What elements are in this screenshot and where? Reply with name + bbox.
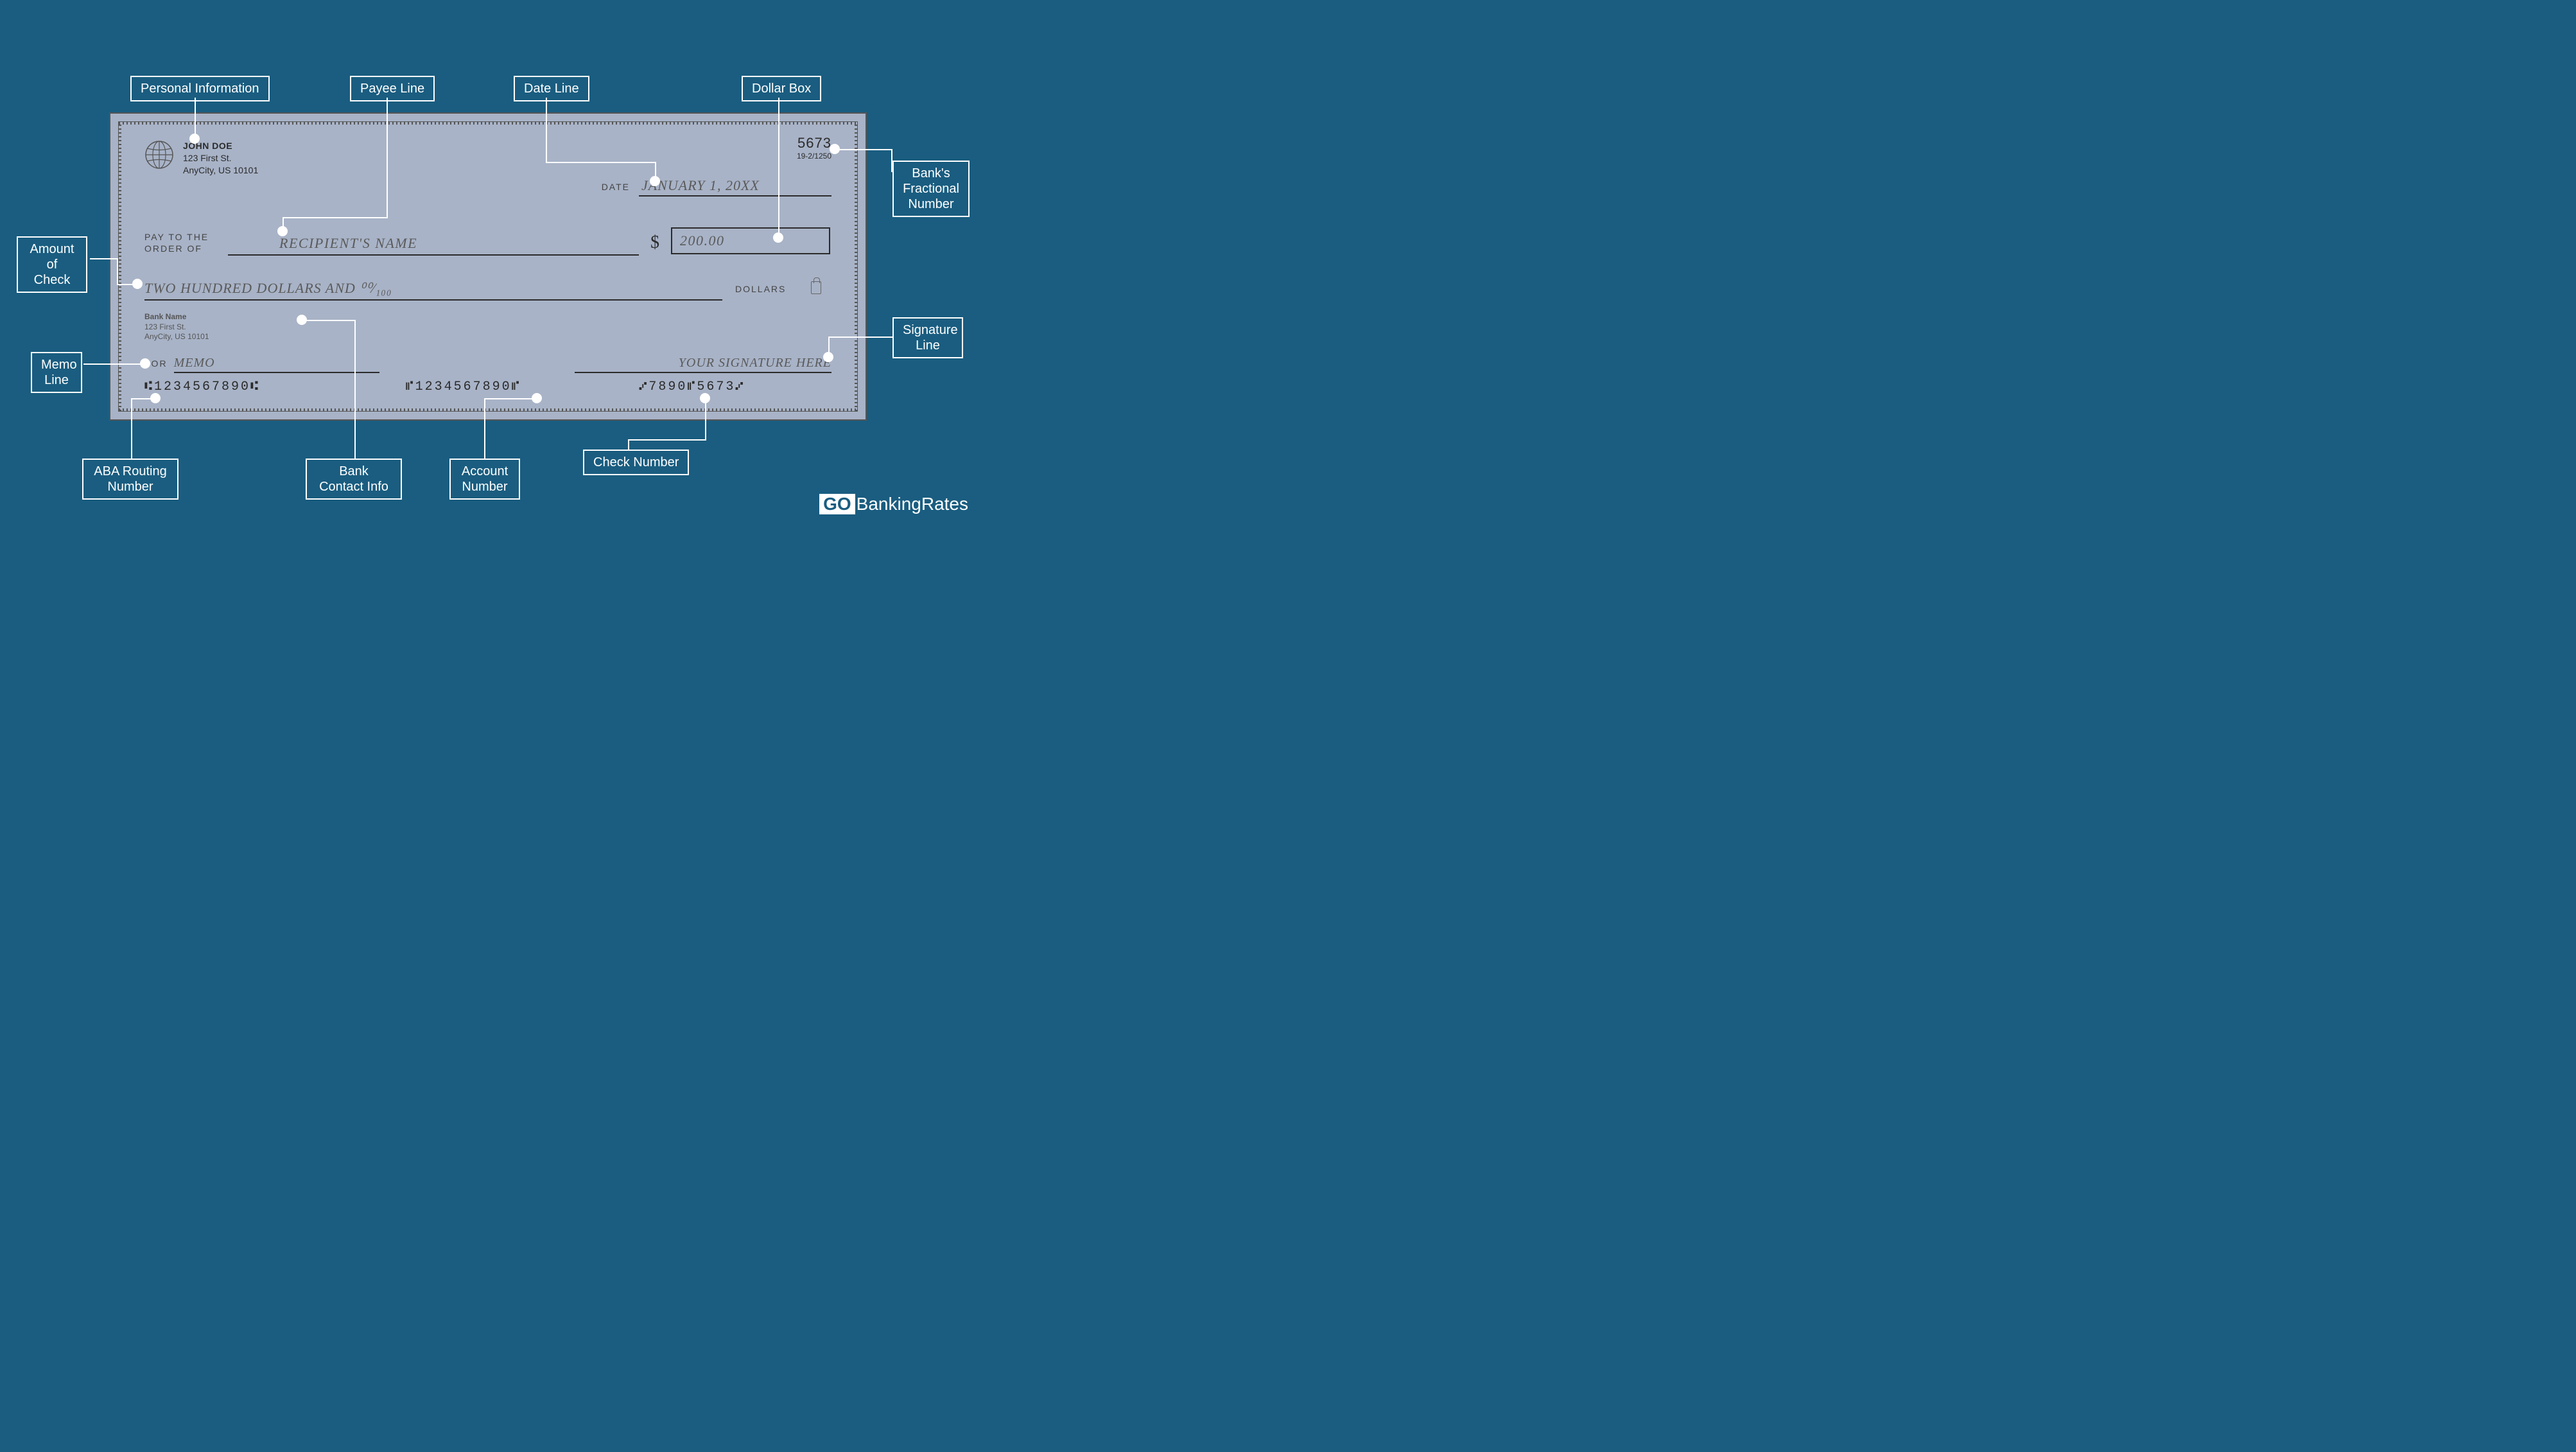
personal-info: JOHN DOE 123 First St. AnyCity, US 10101: [183, 140, 258, 177]
connector: [628, 439, 705, 441]
amount-numeric: 200.00: [671, 227, 830, 254]
connector-dot: [700, 393, 710, 403]
brand-go: GO: [819, 494, 855, 514]
connector-dot: [132, 279, 143, 289]
connector: [628, 439, 629, 450]
connector-dot: [189, 134, 200, 144]
pay-to-label: PAY TO THE ORDER OF: [144, 231, 209, 254]
callout-date-line: Date Line: [514, 76, 589, 101]
bank-city: AnyCity, US 10101: [144, 332, 209, 342]
account-holder-city: AnyCity, US 10101: [183, 164, 258, 177]
connector: [778, 98, 779, 238]
connector: [484, 398, 535, 399]
connector: [835, 149, 892, 150]
bank-name: Bank Name: [144, 312, 209, 322]
fractional-number: 19-2/1250: [797, 152, 831, 161]
callout-signature-line: Signature Line: [892, 317, 963, 358]
account-number: ⑈1234567890⑈: [406, 380, 640, 394]
connector-dot: [773, 232, 783, 243]
connector: [131, 398, 132, 459]
connector: [484, 398, 485, 459]
callout-account-number: Account Number: [449, 459, 520, 500]
check-border: JOHN DOE 123 First St. AnyCity, US 10101…: [118, 121, 858, 412]
globe-icon: [144, 140, 174, 170]
dollar-sign: $: [650, 232, 659, 253]
connector: [90, 258, 117, 259]
micr-check-number: ⑇7890⑈5673⑇: [639, 380, 831, 394]
callout-aba: ABA Routing Number: [82, 459, 178, 500]
connector: [387, 98, 388, 217]
memo-value: MEMO: [174, 356, 379, 373]
date-row: DATE JANUARY 1, 20XX: [602, 177, 831, 197]
connector: [283, 217, 388, 218]
connector-dot: [823, 352, 833, 362]
connector: [195, 98, 196, 139]
connector-dot: [140, 358, 150, 369]
check-number-block: 5673 19-2/1250: [797, 135, 831, 161]
callout-check-number: Check Number: [583, 450, 689, 475]
connector-dot: [277, 226, 288, 236]
lock-icon: [811, 281, 821, 294]
connector: [302, 320, 356, 321]
callout-memo-line: Memo Line: [31, 352, 82, 393]
bank-street: 123 First St.: [144, 322, 209, 333]
connector: [828, 337, 892, 338]
connector-dot: [150, 393, 161, 403]
connector-dot: [650, 176, 660, 186]
callout-amount-of-check: Amount of Check: [17, 236, 87, 293]
routing-number: ⑆1234567890⑆: [144, 380, 406, 394]
connector: [354, 320, 356, 459]
connector: [546, 98, 547, 162]
callout-bank-contact: Bank Contact Info: [306, 459, 402, 500]
date-label: DATE: [602, 182, 630, 192]
callout-personal-info: Personal Information: [130, 76, 270, 101]
callout-payee-line: Payee Line: [350, 76, 435, 101]
payee-name: RECIPIENT'S NAME: [228, 235, 639, 256]
connector: [83, 363, 144, 365]
check-number: 5673: [797, 135, 831, 152]
connector-dot: [532, 393, 542, 403]
account-holder-street: 123 First St.: [183, 152, 258, 164]
date-value: JANUARY 1, 20XX: [639, 177, 831, 197]
memo-row: FOR MEMO: [144, 356, 379, 373]
connector: [705, 398, 706, 441]
brand-rest: BankingRates: [857, 494, 968, 514]
bank-contact: Bank Name 123 First St. AnyCity, US 1010…: [144, 312, 209, 342]
dollars-label: DOLLARS: [735, 284, 786, 294]
connector: [546, 162, 655, 163]
callout-dollar-box: Dollar Box: [742, 76, 821, 101]
brand-logo: GO BankingRates: [819, 494, 968, 514]
signature: YOUR SIGNATURE HERE: [575, 356, 831, 373]
micr-line: ⑆1234567890⑆ ⑈1234567890⑈ ⑇7890⑈5673⑇: [144, 380, 831, 394]
connector-dot: [297, 315, 307, 325]
check: JOHN DOE 123 First St. AnyCity, US 10101…: [109, 112, 867, 421]
connector-dot: [830, 144, 840, 154]
callout-fractional: Bank's Fractional Number: [892, 161, 970, 217]
connector: [117, 258, 118, 284]
connector: [891, 149, 892, 172]
amount-words: TWO HUNDRED DOLLARS AND ⁰⁰⁄₁₀₀: [144, 280, 722, 301]
